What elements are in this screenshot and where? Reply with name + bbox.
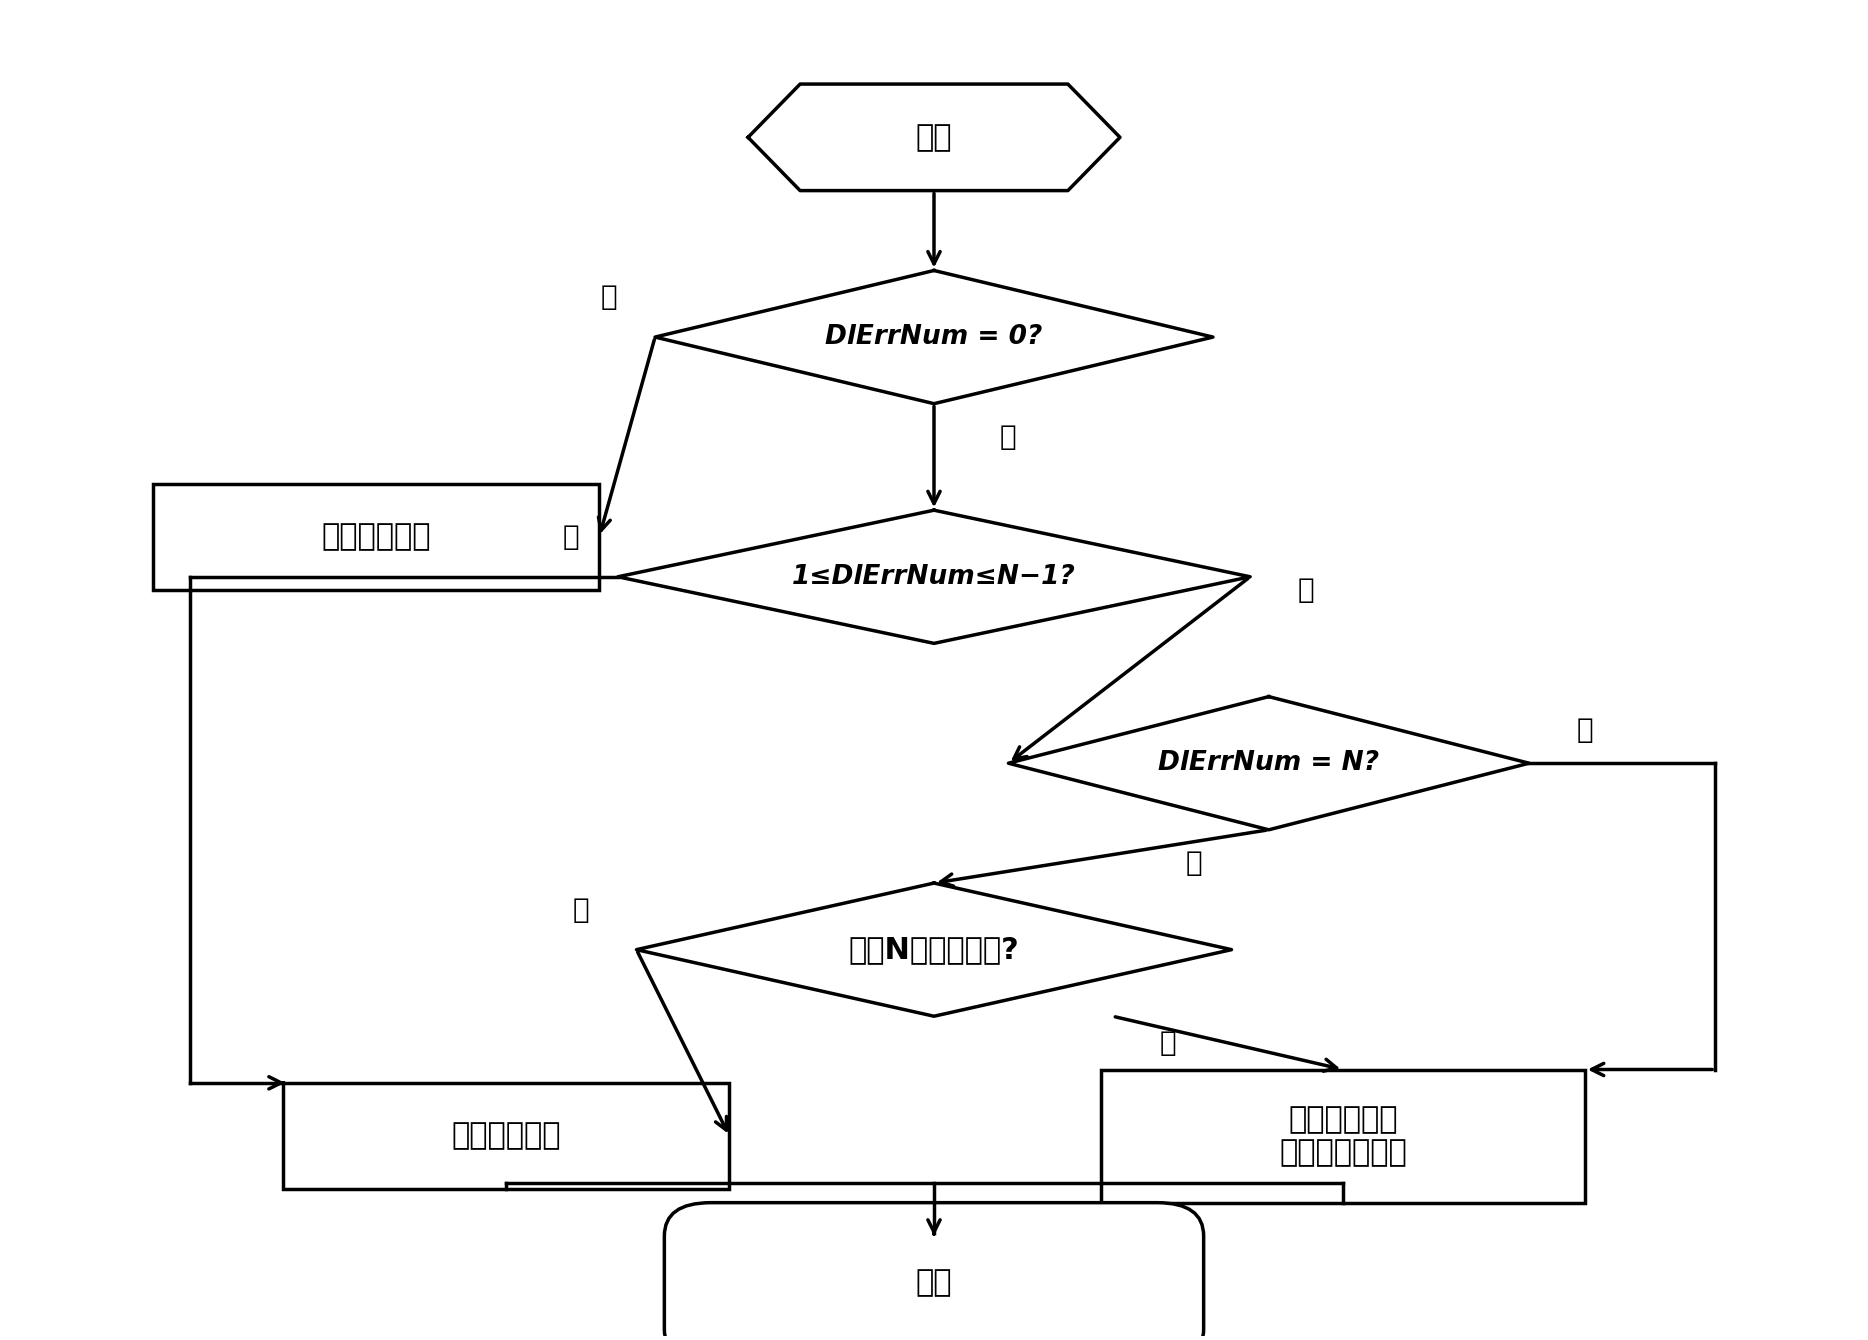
Text: 结束: 结束 xyxy=(915,1268,953,1297)
Polygon shape xyxy=(747,84,1121,190)
Text: DlErrNum = N?: DlErrNum = N? xyxy=(1158,750,1379,776)
Text: 是: 是 xyxy=(572,895,588,923)
Text: DlErrNum = 0?: DlErrNum = 0? xyxy=(826,324,1042,350)
Text: 选择发射功率
最大的阵元发射: 选择发射功率 最大的阵元发射 xyxy=(1280,1104,1407,1167)
Polygon shape xyxy=(656,271,1212,403)
FancyBboxPatch shape xyxy=(1102,1069,1584,1203)
Text: 1≤DlErrNum≤N−1?: 1≤DlErrNum≤N−1? xyxy=(792,564,1076,590)
Text: 是: 是 xyxy=(600,283,616,311)
Polygon shape xyxy=(637,883,1231,1016)
FancyBboxPatch shape xyxy=(153,484,600,590)
Polygon shape xyxy=(618,511,1250,643)
Text: 否: 否 xyxy=(1160,1029,1177,1057)
FancyBboxPatch shape xyxy=(284,1083,729,1190)
Text: 是: 是 xyxy=(562,523,579,551)
Text: 连续N个阵元有效?: 连续N个阵元有效? xyxy=(848,935,1020,965)
Text: 补偿权值赋形: 补偿权值赋形 xyxy=(452,1122,560,1151)
Text: 开始: 开始 xyxy=(915,123,953,151)
Text: 否: 否 xyxy=(999,423,1016,452)
Text: 正常流程处理: 正常流程处理 xyxy=(321,523,432,551)
FancyBboxPatch shape xyxy=(665,1203,1203,1340)
Text: 是: 是 xyxy=(1186,850,1203,878)
Text: 否: 否 xyxy=(1298,576,1315,604)
Text: 否: 否 xyxy=(1577,716,1593,744)
Polygon shape xyxy=(1009,697,1530,829)
